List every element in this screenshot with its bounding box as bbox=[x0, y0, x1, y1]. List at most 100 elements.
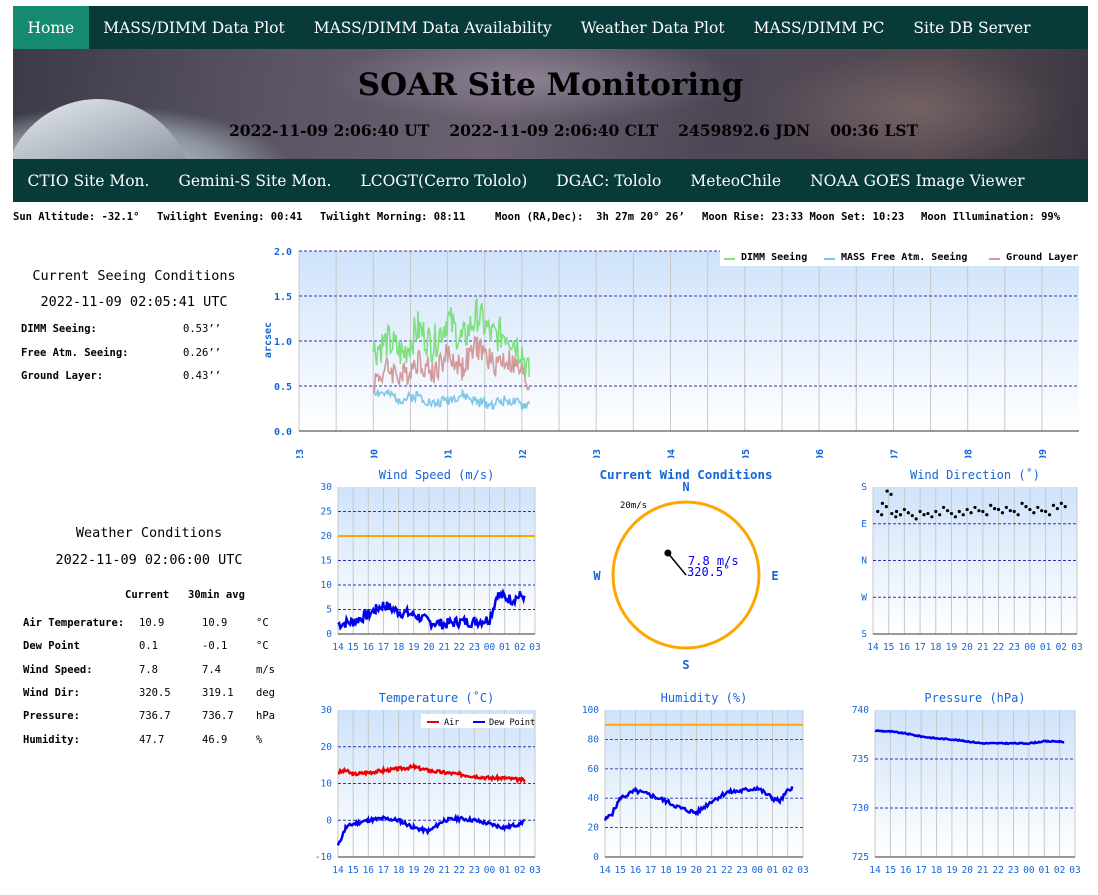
x-tick-label: 00 bbox=[1024, 642, 1036, 653]
x-tick-label: 17 bbox=[914, 642, 925, 653]
x-tick-label: 05 bbox=[741, 449, 752, 458]
x-tick-label: 22 bbox=[454, 642, 465, 653]
sun-altitude: Sun Altitude: -32.1° bbox=[13, 211, 140, 223]
wind-dir-point bbox=[949, 511, 954, 516]
x-tick-label: 20 bbox=[961, 642, 973, 653]
time-readouts: 2022-11-09 2:06:40 UT 2022-11-09 2:06:40… bbox=[229, 121, 918, 140]
y-tick-label: 60 bbox=[588, 764, 600, 775]
wind-dir-point bbox=[1040, 509, 1044, 513]
x-tick-label: 19 bbox=[408, 865, 420, 876]
link-ctio[interactable]: CTIO Site Mon. bbox=[27, 171, 150, 190]
x-tick-label: 14 bbox=[867, 642, 879, 653]
compass-w: W bbox=[593, 569, 601, 583]
weather-unit-1: °C bbox=[256, 640, 269, 653]
x-tick-label: 14 bbox=[869, 865, 881, 876]
wind-rose-circle bbox=[611, 500, 761, 650]
legend-label-ground: Ground Layer bbox=[1006, 252, 1078, 263]
y-tick-label: W bbox=[861, 592, 867, 603]
weather-unit-0: °C bbox=[256, 617, 269, 629]
wind-dir-point bbox=[884, 505, 888, 509]
seeing-chart: 23 00 01 02 03 04 05 06 07 08 09 0.0 0.5 1.0 1.5 2.0 arc… bbox=[263, 247, 1085, 458]
seeing-ylabel: arcsec bbox=[263, 322, 274, 358]
weather-label-5: Humidity: bbox=[23, 733, 80, 746]
nav-weather-plot[interactable]: Weather Data Plot bbox=[580, 18, 725, 37]
weather-avg-1: -0.1 bbox=[202, 640, 228, 653]
seeing-value-dimm: 0.53’’ bbox=[183, 323, 221, 335]
weather-timestamp: 2022-11-09 02:06:00 UTC bbox=[55, 552, 243, 568]
wind-speed-line bbox=[337, 587, 526, 632]
y-tick-label: E bbox=[861, 519, 867, 530]
seeing-line-mass bbox=[372, 389, 531, 410]
link-noaa-goes[interactable]: NOAA GOES Image Viewer bbox=[810, 171, 1025, 190]
weather-current-0: 10.9 bbox=[139, 617, 165, 629]
wind-dir-point bbox=[880, 501, 885, 505]
y-tick-label: 20 bbox=[321, 531, 333, 542]
wind-dir-point bbox=[961, 513, 965, 517]
weather-unit-3: deg bbox=[256, 686, 275, 699]
y-tick-label: 0.0 bbox=[274, 427, 292, 438]
wind-dir-point bbox=[993, 507, 997, 511]
x-tick-label: 04 bbox=[667, 449, 678, 458]
x-tick-label: 01 bbox=[499, 642, 511, 653]
x-tick-label: 03 bbox=[1071, 642, 1082, 653]
x-tick-label: 19 bbox=[675, 865, 687, 876]
weather-col-avg: 30min avg bbox=[188, 589, 245, 601]
x-tick-label: 16 bbox=[900, 865, 912, 876]
nav-home[interactable]: Home bbox=[13, 6, 89, 49]
weather-label-0: Air Temperature: bbox=[23, 617, 125, 629]
x-tick-label: 20 bbox=[691, 865, 703, 876]
x-tick-label: 17 bbox=[378, 642, 389, 653]
wind-dir-point bbox=[996, 507, 1001, 512]
nav-massdimm-plot[interactable]: MASS/DIMM Data Plot bbox=[103, 18, 285, 37]
wind-dir-point bbox=[1044, 509, 1048, 514]
x-tick-label: 23 bbox=[469, 865, 480, 876]
x-tick-label: 22 bbox=[992, 865, 1003, 876]
x-tick-label: 03 bbox=[529, 642, 540, 653]
jdn-value: 2459892.6 JDN bbox=[678, 121, 811, 140]
air-temp-line bbox=[337, 762, 526, 784]
legend-dew-label: Dew Point bbox=[489, 718, 535, 728]
chart-title: Pressure (hPa) bbox=[924, 691, 1025, 705]
x-tick-label: 20 bbox=[423, 642, 435, 653]
x-tick-label: 21 bbox=[977, 865, 989, 876]
x-tick-label: 14 bbox=[332, 865, 344, 876]
link-gemini-s[interactable]: Gemini-S Site Mon. bbox=[178, 171, 332, 190]
wind-dir-point bbox=[914, 517, 918, 521]
lst-time: 00:36 LST bbox=[830, 121, 919, 140]
nav-site-db-server[interactable]: Site DB Server bbox=[913, 18, 1031, 37]
x-tick-label: 01 bbox=[499, 865, 511, 876]
link-dgac[interactable]: DGAC: Tololo bbox=[556, 171, 662, 190]
nav-massdimm-pc[interactable]: MASS/DIMM PC bbox=[753, 18, 885, 37]
wind-dir-point bbox=[969, 511, 973, 515]
wind-dir-point bbox=[918, 509, 922, 514]
link-meteochile[interactable]: MeteoChile bbox=[690, 171, 782, 190]
wind-vector bbox=[667, 552, 687, 576]
y-tick-label: S bbox=[861, 482, 867, 493]
y-tick-label: 10 bbox=[321, 779, 333, 790]
y-tick-label: -10 bbox=[315, 852, 332, 863]
weather-conditions-panel: Weather Conditions 2022-11-09 02:06:00 U… bbox=[13, 525, 303, 755]
wind-vector-tip bbox=[664, 549, 672, 557]
seeing-line-ground bbox=[372, 335, 531, 393]
wind-direction-chart: Wind Direction (˚) 14 15 16 17 18 19 20 21 22 23 00… bbox=[861, 467, 1082, 653]
legend-label-mass: MASS Free Atm. Seeing bbox=[841, 251, 967, 263]
nav-massdimm-availability[interactable]: MASS/DIMM Data Availability bbox=[313, 18, 552, 37]
seeing-conditions-panel: Current Seeing Conditions 2022-11-09 02:… bbox=[13, 268, 268, 398]
x-tick-label: 07 bbox=[889, 449, 900, 458]
wind-dir-point bbox=[945, 509, 950, 513]
x-tick-label: 15 bbox=[615, 865, 626, 876]
weather-label-3: Wind Dir: bbox=[23, 686, 80, 699]
wind-dir-point bbox=[1032, 511, 1036, 515]
x-tick-label: 02 bbox=[514, 865, 525, 876]
wind-dir-point bbox=[934, 509, 938, 514]
x-tick-label: 02 bbox=[1054, 865, 1065, 876]
external-links-nav: CTIO Site Mon. Gemini-S Site Mon. LCOGT(… bbox=[13, 159, 1088, 202]
seeing-timestamp: 2022-11-09 02:05:41 UTC bbox=[40, 294, 228, 310]
x-tick-label: 15 bbox=[883, 642, 894, 653]
wind-dir-point bbox=[1059, 501, 1063, 505]
x-tick-label: 03 bbox=[529, 865, 540, 876]
chart-title: Temperature (˚C) bbox=[379, 690, 495, 705]
link-lcogt[interactable]: LCOGT(Cerro Tololo) bbox=[360, 171, 528, 190]
x-tick-label: 02 bbox=[518, 449, 529, 458]
